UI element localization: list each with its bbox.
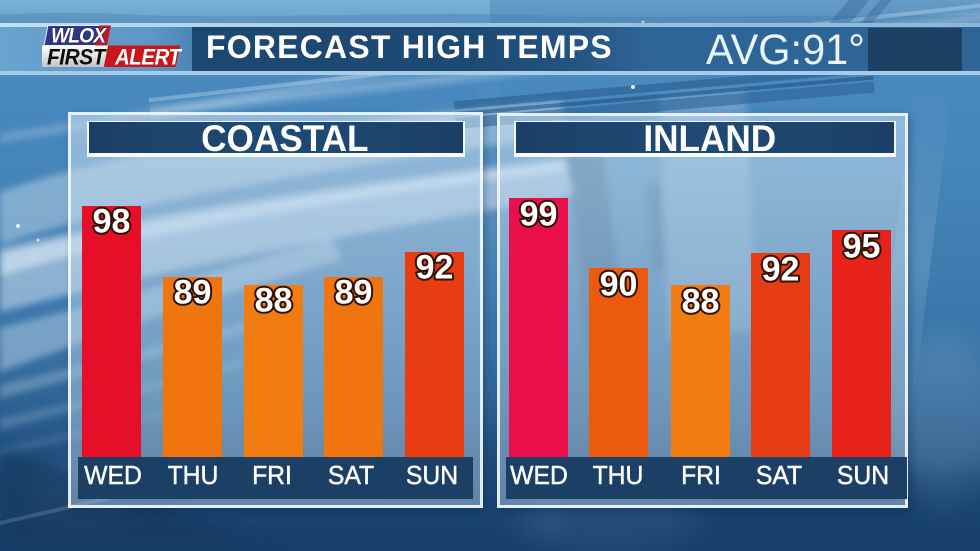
svg-text:88: 88 — [255, 285, 293, 320]
svg-text:90: 90 — [600, 268, 638, 304]
svg-text:89: 89 — [335, 277, 373, 312]
svg-text:WLOX: WLOX — [51, 25, 108, 48]
svg-text:88: 88 — [682, 285, 720, 321]
svg-text:95: 95 — [843, 230, 881, 266]
svg-text:92: 92 — [762, 253, 800, 289]
svg-text:98: 98 — [93, 206, 131, 241]
svg-text:92: 92 — [416, 252, 454, 287]
svg-text:99: 99 — [520, 198, 558, 234]
svg-text:ALERT: ALERT — [114, 45, 183, 68]
svg-text:FIRST: FIRST — [47, 45, 107, 68]
svg-text:89: 89 — [174, 277, 212, 312]
